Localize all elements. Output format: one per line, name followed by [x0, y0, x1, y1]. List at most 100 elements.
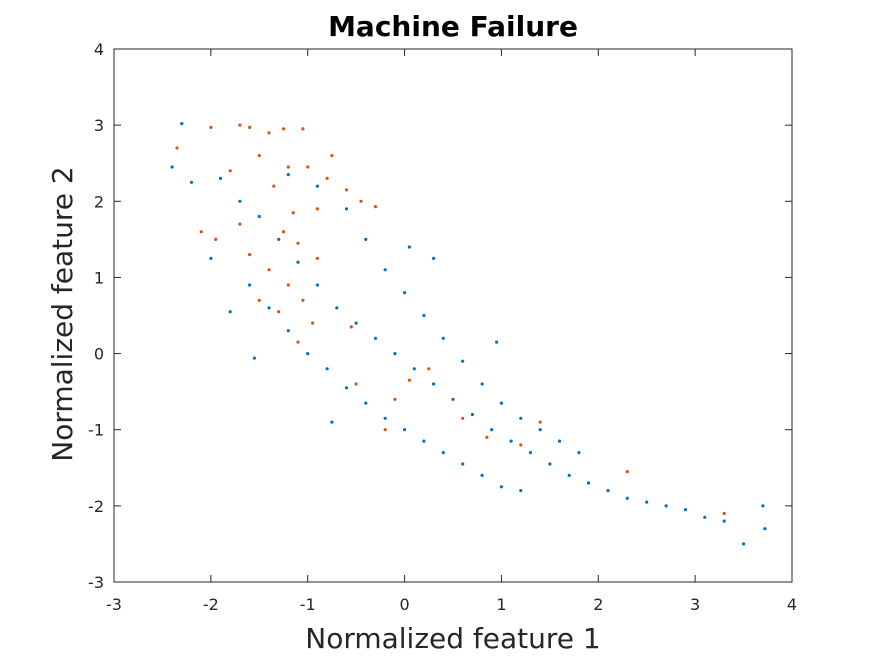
scatter-point	[354, 321, 358, 325]
x-tick-label: 0	[399, 595, 409, 614]
scatter-point	[286, 165, 290, 169]
scatter-point	[490, 428, 494, 432]
y-tick-label: -2	[88, 497, 104, 516]
scatter-point	[441, 336, 445, 340]
axis-ticks: -3 -2 -1 0 1 2 3 4 -3 -2 -1 0 1 2 3 4	[88, 40, 797, 614]
scatter-point	[495, 340, 499, 344]
y-tick-label: 1	[94, 268, 104, 287]
scatter-point	[248, 125, 252, 129]
scatter-point	[548, 462, 552, 466]
scatter-point	[441, 451, 445, 455]
x-tick-label: 1	[496, 595, 506, 614]
scatter-point	[645, 500, 649, 504]
scatter-point	[664, 504, 668, 508]
scatter-point	[499, 401, 503, 405]
scatter-point	[218, 176, 223, 180]
scatter-point	[296, 260, 300, 264]
scatter-point	[267, 306, 271, 310]
scatter-point	[587, 481, 591, 485]
scatter-point	[354, 382, 358, 386]
scatter-point	[625, 496, 629, 500]
scatter-point	[519, 443, 523, 447]
y-axis-label: Normalized feature 2	[46, 166, 79, 462]
scatter-point	[461, 359, 465, 363]
scatter-point	[286, 173, 290, 177]
scatter-point	[509, 439, 513, 443]
scatter-point	[238, 199, 242, 203]
scatter-point	[214, 237, 218, 241]
scatter-point	[407, 245, 411, 249]
chart-title: Machine Failure	[328, 10, 578, 43]
scatter-point	[325, 176, 329, 180]
scatter-point	[427, 367, 431, 371]
scatter-point	[349, 325, 353, 329]
scatter-point	[257, 214, 261, 219]
scatter-point	[209, 125, 213, 129]
scatter-point	[393, 352, 397, 356]
scatter-point	[301, 298, 305, 302]
scatter-point	[461, 416, 465, 420]
series-blue	[170, 122, 767, 546]
x-tick-label: -3	[106, 595, 122, 614]
scatter-point	[311, 321, 315, 325]
scatter-point	[538, 420, 542, 424]
scatter-point	[248, 253, 252, 257]
x-axis-label: Normalized feature 1	[305, 622, 601, 655]
scatter-point	[373, 336, 378, 340]
scatter-point	[422, 313, 426, 318]
scatter-point	[248, 283, 252, 287]
scatter-point	[330, 154, 334, 158]
scatter-point	[306, 352, 310, 356]
scatter-point	[393, 397, 397, 401]
scatter-point	[407, 378, 411, 382]
scatter-point	[499, 485, 503, 489]
scatter-point	[301, 127, 305, 131]
scatter-point	[519, 489, 523, 493]
scatter-point	[189, 180, 194, 184]
scatter-point	[364, 237, 368, 241]
scatter-point	[422, 439, 426, 443]
scatter-point	[170, 165, 174, 169]
scatter-point	[296, 241, 300, 245]
scatter-point	[257, 298, 261, 302]
scatter-point	[175, 146, 179, 150]
scatter-point	[277, 237, 281, 241]
scatter-point	[286, 329, 290, 333]
scatter-point	[538, 428, 542, 432]
y-tick-label: 0	[94, 345, 104, 364]
scatter-point	[267, 131, 271, 135]
scatter-point	[383, 428, 387, 432]
scatter-point	[606, 489, 610, 493]
scatter-point	[252, 356, 256, 360]
scatter-point	[277, 310, 281, 314]
scatter-point	[763, 527, 767, 531]
scatter-point	[238, 123, 242, 127]
scatter-point	[480, 473, 484, 477]
scatter-point	[325, 367, 329, 371]
scatter-point	[228, 310, 232, 314]
scatter-point	[306, 165, 310, 169]
scatter-point	[461, 462, 465, 466]
scatter-point	[432, 382, 436, 386]
scatter-point	[451, 397, 455, 401]
x-tick-label: 4	[787, 595, 797, 614]
scatter-point	[485, 435, 489, 439]
y-tick-label: -1	[88, 421, 104, 440]
scatter-point	[315, 256, 319, 260]
scatter-point	[519, 416, 523, 420]
scatter-point	[567, 473, 571, 477]
scatter-point	[238, 222, 242, 226]
scatter-point	[722, 511, 726, 516]
scatter-point	[403, 428, 407, 432]
scatter-point	[296, 340, 300, 344]
scatter-point	[344, 386, 349, 390]
scatter-point	[703, 515, 707, 519]
scatter-point	[281, 230, 286, 234]
y-tick-label: 4	[94, 40, 104, 59]
scatter-point	[577, 451, 581, 455]
scatter-point	[480, 382, 484, 386]
scatter-point	[383, 268, 387, 272]
scatter-point	[315, 283, 319, 287]
scatter-point	[432, 256, 436, 260]
